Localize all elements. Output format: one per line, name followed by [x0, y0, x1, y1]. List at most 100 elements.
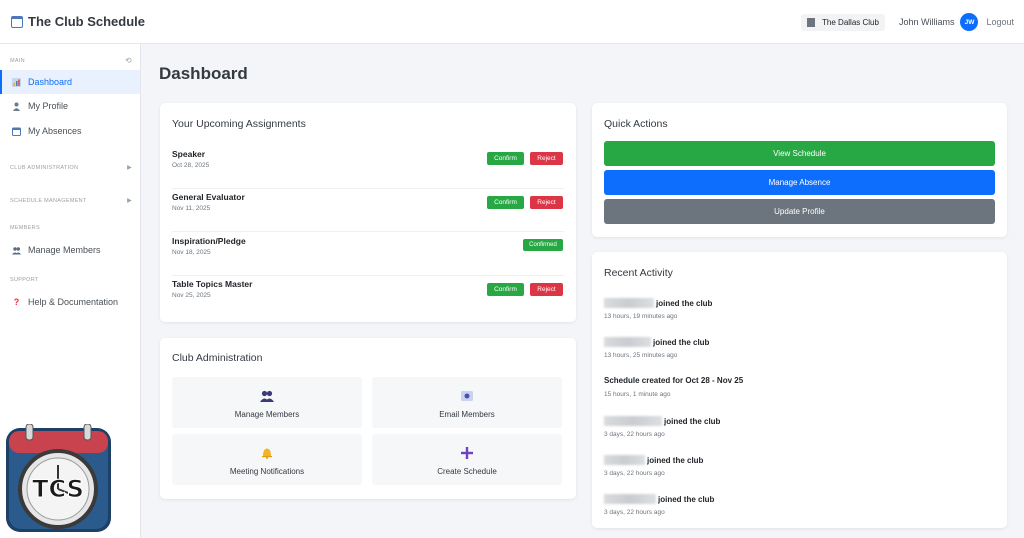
email-icon	[461, 391, 473, 401]
logout-link[interactable]: Logout	[986, 17, 1014, 27]
card-title: Recent Activity	[604, 267, 673, 279]
assignment-row: Table Topics Master Nov 25, 2025 Confirm…	[172, 279, 564, 319]
user-icon	[13, 102, 20, 111]
activity-time: 13 hours, 19 minutes ago	[604, 313, 678, 320]
collapse-icon[interactable]: ⟲	[124, 56, 132, 65]
calendar-icon	[12, 127, 21, 136]
section-label-members: MEMBERS	[10, 225, 40, 231]
activity-text: joined the club	[653, 337, 710, 347]
page-title: Dashboard	[159, 64, 248, 83]
activity-time: 3 days, 22 hours ago	[604, 509, 665, 516]
sidebar-item-label: Dashboard	[28, 77, 73, 87]
activity-time: 3 days, 22 hours ago	[604, 470, 665, 477]
users-icon	[12, 246, 21, 254]
assignment-role: Inspiration/Pledge	[172, 236, 246, 246]
top-navbar: The Club Schedule The Dallas Club John W…	[0, 0, 1024, 44]
assignment-date: Nov 18, 2025	[172, 249, 211, 256]
activity-text: joined the club	[664, 416, 721, 426]
activity-text: Schedule created for Oct 28 - Nov 25	[604, 376, 744, 385]
redacted-name	[604, 455, 645, 465]
building-icon	[807, 17, 816, 27]
sidebar-item-dashboard[interactable]: Dashboard	[0, 70, 140, 94]
section-label-support: SUPPORT	[10, 277, 39, 283]
confirmed-badge: Confirmed	[523, 239, 563, 251]
assignment-date: Nov 25, 2025	[172, 292, 211, 299]
tile-create-schedule[interactable]: Create Schedule	[372, 434, 562, 485]
caret-right-icon: ▶	[127, 198, 132, 204]
activity-time: 3 days, 22 hours ago	[604, 431, 665, 438]
activity-text: joined the club	[656, 298, 713, 308]
tile-label: Manage Members	[234, 410, 300, 419]
caret-right-icon: ▶	[127, 165, 132, 171]
tile-label: Meeting Notifications	[229, 467, 305, 476]
redacted-name	[604, 494, 656, 504]
activity-item: joined the club 3 days, 22 hours ago	[604, 494, 994, 524]
assignment-date: Nov 11, 2025	[172, 205, 211, 212]
divider	[172, 188, 564, 189]
tile-email-members[interactable]: Email Members	[372, 377, 562, 428]
sidebar-item-label: My Absences	[28, 126, 82, 136]
manage-absence-button[interactable]: Manage Absence	[604, 170, 995, 195]
redacted-name	[604, 416, 662, 426]
calendar-icon	[11, 15, 23, 28]
sidebar-item-manage-members[interactable]: Manage Members	[0, 238, 140, 262]
avatar[interactable]: JW	[960, 13, 979, 31]
quick-actions-card: Quick Actions View Schedule Manage Absen…	[592, 103, 1007, 237]
assignments-card: Your Upcoming Assignments Speaker Oct 28…	[160, 103, 576, 322]
activity-item: joined the club 13 hours, 25 minutes ago	[604, 337, 994, 367]
activity-item: joined the club 3 days, 22 hours ago	[604, 455, 994, 485]
club-admin-card: Club Administration Manage Members Email…	[160, 338, 576, 499]
user-name[interactable]: John Williams	[898, 17, 955, 27]
brand[interactable]: The Club Schedule	[11, 14, 145, 29]
club-name: The Dallas Club	[822, 17, 879, 27]
club-selector[interactable]: The Dallas Club	[801, 13, 885, 31]
sidebar-item-label: Help & Documentation	[28, 297, 119, 307]
section-label-club-admin: CLUB ADMINISTRATION	[10, 164, 79, 171]
tile-meeting-notifications[interactable]: Meeting Notifications	[172, 434, 362, 485]
bell-icon	[262, 448, 272, 459]
sidebar-item-label: My Profile	[28, 101, 69, 111]
confirm-button[interactable]: Confirm	[487, 196, 524, 209]
assignment-row: Speaker Oct 28, 2025 Confirm Reject	[172, 149, 564, 189]
sidebar-section-club-admin[interactable]: CLUB ADMINISTRATION ▶	[10, 164, 132, 172]
sidebar-section-schedule-mgmt[interactable]: SCHEDULE MANAGEMENT ▶	[10, 197, 132, 205]
chart-icon	[12, 77, 21, 87]
activity-time: 13 hours, 25 minutes ago	[604, 352, 678, 359]
assignment-date: Oct 28, 2025	[172, 162, 210, 169]
divider	[172, 275, 564, 276]
divider	[172, 231, 564, 232]
tile-label: Email Members	[439, 410, 495, 419]
activity-text: joined the club	[658, 494, 715, 504]
tile-manage-members[interactable]: Manage Members	[172, 377, 362, 428]
reject-button[interactable]: Reject	[530, 283, 563, 296]
redacted-name	[604, 337, 651, 347]
section-label-schedule-mgmt: SCHEDULE MANAGEMENT	[10, 197, 87, 204]
activity-item: joined the club 13 hours, 19 minutes ago	[604, 298, 994, 328]
section-label-main: MAIN	[10, 57, 25, 64]
assignment-role: Speaker	[172, 149, 206, 159]
redacted-name	[604, 298, 654, 308]
sidebar-item-my-profile[interactable]: My Profile	[0, 94, 140, 118]
question-icon: ?	[13, 296, 20, 307]
activity-item: joined the club 3 days, 22 hours ago	[604, 416, 994, 446]
view-schedule-button[interactable]: View Schedule	[604, 141, 995, 166]
assignment-row: General Evaluator Nov 11, 2025 Confirm R…	[172, 192, 564, 232]
activity-item: Schedule created for Oct 28 - Nov 25 15 …	[604, 376, 994, 406]
reject-button[interactable]: Reject	[530, 196, 563, 209]
activity-text: joined the club	[647, 455, 704, 465]
update-profile-button[interactable]: Update Profile	[604, 199, 995, 224]
card-title: Your Upcoming Assignments	[172, 118, 306, 130]
assignment-row: Inspiration/Pledge Nov 18, 2025 Confirme…	[172, 236, 564, 276]
sidebar-item-help[interactable]: ? Help & Documentation	[0, 290, 140, 314]
sidebar-item-my-absences[interactable]: My Absences	[0, 119, 140, 143]
card-title: Club Administration	[172, 352, 263, 364]
confirm-button[interactable]: Confirm	[487, 152, 524, 165]
app-title: The Club Schedule	[28, 14, 146, 29]
tcs-logo: TCS	[6, 424, 111, 532]
confirm-button[interactable]: Confirm	[487, 283, 524, 296]
users-icon	[260, 390, 274, 402]
recent-activity-card: Recent Activity joined the club 13 hours…	[592, 252, 1007, 528]
activity-time: 15 hours, 1 minute ago	[604, 391, 671, 398]
card-title: Quick Actions	[604, 118, 668, 130]
reject-button[interactable]: Reject	[530, 152, 563, 165]
